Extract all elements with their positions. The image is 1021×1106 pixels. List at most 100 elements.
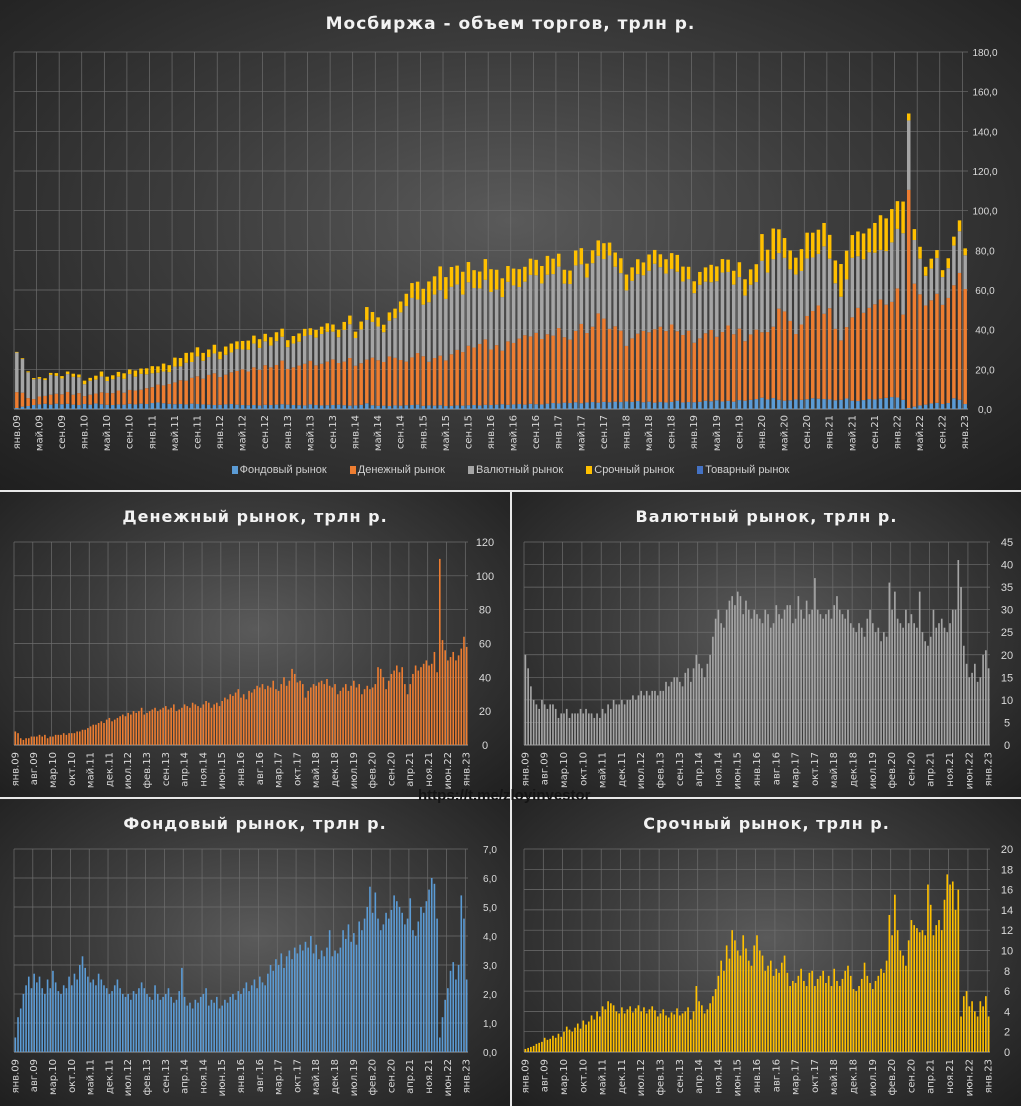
bar-segment-fx [686, 279, 691, 331]
watermark-link[interactable]: https://t.me/zloyinvestor [418, 787, 591, 804]
x-tick-label: янв.21 [825, 415, 836, 449]
x-tick-label: дек.18 [330, 752, 341, 787]
bar-segment-fx [822, 246, 826, 314]
bar-fx [869, 609, 871, 745]
bar-money [113, 719, 116, 745]
legend-swatch [586, 466, 593, 474]
bar-segment-money [664, 331, 668, 403]
bar-segment-money [748, 334, 753, 400]
bar-money [224, 697, 226, 745]
bar-segment-futures [398, 301, 403, 313]
bar-fx [946, 632, 949, 745]
bar-segment-fx [636, 274, 640, 334]
bar-segment-fx [82, 384, 87, 397]
bar-segment-fx [432, 294, 437, 359]
bar-segment-money [274, 364, 279, 405]
bar-segment-money [348, 358, 352, 406]
bar-segment-futures [223, 346, 228, 355]
x-tick-label: авг.09 [29, 752, 40, 785]
bar-money [57, 734, 60, 745]
bar-segment-fond [15, 408, 19, 409]
bar-segment-money [805, 315, 809, 400]
y-tick-label: 20 [1001, 650, 1013, 662]
bar-fond [73, 973, 76, 1052]
bar-money [455, 660, 457, 745]
bar-fond [412, 930, 414, 1052]
bar-futures [935, 925, 938, 1052]
bar-segment-fond [150, 403, 155, 409]
x-tick-label: янв.23 [960, 415, 971, 449]
bar-futures [772, 975, 775, 1052]
bar-fx [684, 672, 687, 745]
bar-fond [404, 924, 406, 1052]
bar-fx [681, 686, 684, 745]
x-tick-label: мар.10 [48, 1059, 59, 1095]
y-tick-label: 80,0 [975, 246, 995, 257]
bar-futures [758, 950, 761, 1052]
y-tick-label: 4,0 [483, 932, 497, 943]
bar-segment-fond [839, 399, 843, 409]
bar-segment-futures [906, 113, 911, 121]
bar-fx [585, 708, 587, 745]
x-tick-label: июн.22 [964, 1059, 975, 1096]
bar-fond [242, 988, 245, 1052]
bar-futures [717, 975, 720, 1052]
legend: Фондовый рынок Денежный рынок Валютный р… [0, 464, 1021, 476]
bar-money [197, 706, 199, 745]
bar-money [121, 714, 124, 745]
x-tick-label: янв.19 [689, 415, 700, 449]
bar-fond [159, 999, 162, 1052]
bar-futures [800, 968, 802, 1052]
bar-segment-fx [207, 357, 211, 375]
bar-money [280, 684, 283, 745]
bar-segment-fx [184, 362, 188, 381]
x-tick-label: май.10 [102, 415, 113, 451]
bar-segment-futures [71, 373, 76, 377]
bar-fond [175, 999, 178, 1052]
bar-segment-money [590, 326, 595, 403]
x-tick-label: сен.13 [161, 1059, 172, 1093]
x-tick-label: окт.17 [292, 752, 303, 786]
bar-futures [659, 1013, 662, 1052]
bar-fond [164, 994, 167, 1052]
bar-segment-fx [952, 245, 956, 286]
y-tick-label: 40 [479, 672, 491, 684]
bar-segment-fx [393, 318, 397, 358]
bar-segment-fx [127, 374, 132, 390]
bar-money [27, 738, 30, 745]
bar-segment-fx [77, 377, 81, 394]
x-tick-label: июн.15 [733, 1059, 744, 1096]
x-tick-label: янв.09 [10, 1059, 21, 1093]
bar-segment-fx [856, 256, 860, 308]
bar-segment-fx [398, 312, 403, 361]
bar-segment-fond [737, 400, 742, 409]
bar-segment-futures [506, 266, 510, 282]
bar-segment-money [906, 189, 911, 409]
bar-futures [921, 930, 924, 1052]
bar-segment-fond [664, 402, 668, 409]
bar-segment-money [878, 299, 883, 399]
bar-segment-money [912, 283, 917, 407]
bar-money [417, 670, 420, 745]
bar-futures [706, 1009, 709, 1052]
bar-segment-futures [483, 259, 488, 280]
bar-money [465, 646, 468, 745]
x-tick-label: авг.09 [29, 1059, 40, 1092]
bar-segment-fond [523, 404, 527, 409]
bar-segment-fx [912, 240, 917, 284]
x-tick-label: фев.20 [887, 752, 898, 789]
bar-segment-fx [302, 336, 307, 364]
bar-fond [463, 918, 465, 1052]
bar-segment-futures [207, 349, 211, 358]
bar-segment-fx [144, 374, 149, 389]
bar-segment-futures [534, 259, 538, 276]
bar-segment-money [376, 360, 380, 406]
bar-fond [401, 912, 403, 1052]
bar-segment-fx [235, 349, 239, 371]
bar-fond [312, 953, 315, 1052]
bar-money [301, 684, 304, 745]
bar-fx [880, 641, 882, 745]
bar-segment-money [280, 360, 284, 405]
bar-segment-fx [946, 268, 950, 298]
bar-fond [315, 944, 318, 1052]
